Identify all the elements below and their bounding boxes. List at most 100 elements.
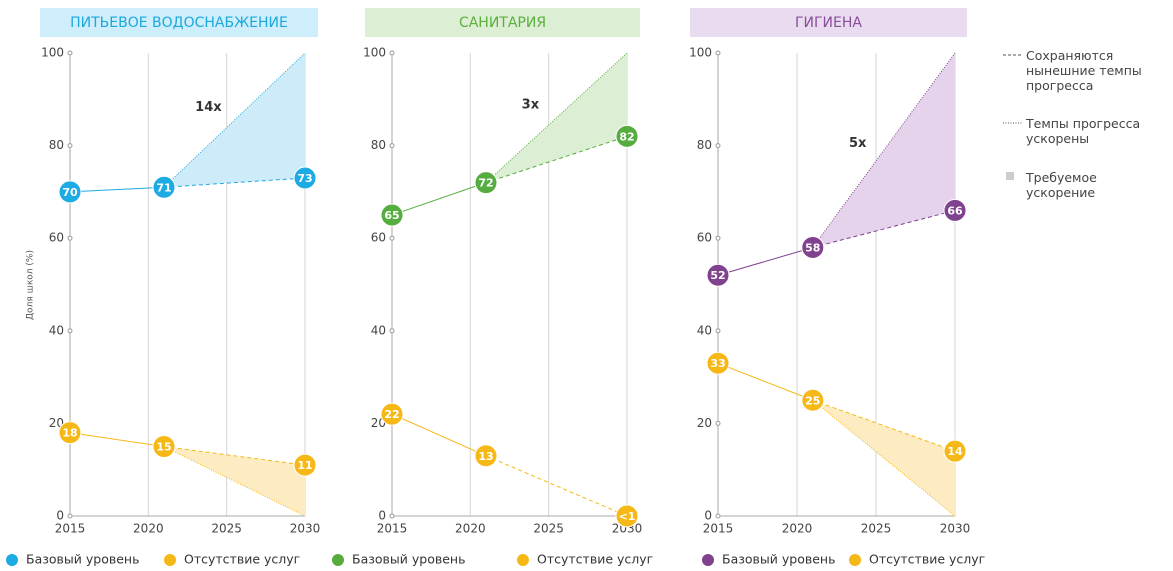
x-tick-label: 2015	[377, 522, 408, 536]
y-tick	[67, 50, 73, 56]
y-tick	[67, 513, 73, 519]
baseline-line	[717, 362, 813, 401]
legend-label: Отсутствие услуг	[184, 552, 300, 567]
y-tick-label: 0	[56, 509, 64, 523]
y-axis-label: Доля школ (%)	[26, 250, 36, 320]
point	[801, 235, 825, 259]
y-tick	[389, 50, 395, 56]
x-tick-label: 2030	[940, 522, 971, 536]
legend-required: Требуемое ускорение	[1026, 170, 1097, 200]
legend-marker	[849, 554, 861, 566]
title-bg	[365, 8, 640, 37]
value-label: 66	[947, 204, 963, 217]
x-tick-label: 2025	[533, 522, 564, 536]
legend-label: Отсутствие услуг	[869, 552, 985, 567]
value-label: 14	[947, 445, 963, 458]
baseline-line	[391, 413, 487, 457]
y-tick-label: 100	[363, 46, 386, 60]
current-pace-line	[485, 455, 628, 517]
value-label: 72	[478, 177, 493, 190]
y-tick-label: 40	[371, 323, 386, 337]
value-label: 82	[619, 130, 634, 143]
legend-marker	[517, 554, 529, 566]
point	[943, 198, 967, 222]
panel-title: САНИТАРИЯ	[459, 15, 546, 31]
y-tick-label: 20	[697, 416, 712, 430]
y-tick	[67, 328, 73, 334]
value-label: 13	[478, 450, 493, 463]
current-pace-line	[485, 135, 628, 184]
x-tick-label: 2025	[211, 522, 242, 536]
annotation: 14x	[195, 100, 222, 115]
x-tick-label: 2020	[782, 522, 813, 536]
point	[615, 124, 639, 148]
accelerated-line	[812, 52, 956, 248]
value-label: 65	[384, 209, 399, 222]
y-tick-label: 0	[704, 509, 712, 523]
y-tick-label: 60	[371, 231, 386, 245]
value-label: 22	[384, 408, 399, 421]
y-tick	[715, 513, 721, 519]
value-label: 11	[297, 459, 312, 472]
legend-marker	[6, 554, 18, 566]
x-tick-label: 2015	[703, 522, 734, 536]
accelerated-line	[485, 52, 628, 184]
legend-swatch	[1006, 172, 1014, 180]
y-tick-label: 100	[41, 46, 64, 60]
point	[615, 504, 639, 528]
required-acceleration	[164, 446, 305, 516]
baseline-line	[69, 186, 165, 193]
y-tick	[715, 143, 721, 149]
x-tick-label: 2015	[55, 522, 86, 536]
y-tick	[389, 235, 395, 241]
y-tick	[715, 328, 721, 334]
y-tick-label: 100	[689, 46, 712, 60]
x-tick-label: 2020	[455, 522, 486, 536]
legend-label: Базовый уровень	[352, 552, 465, 567]
point	[943, 439, 967, 463]
point	[801, 388, 825, 412]
value-label: <1	[619, 510, 636, 523]
current-pace-line	[163, 177, 306, 188]
y-tick	[389, 143, 395, 149]
x-tick-label: 2025	[861, 522, 892, 536]
accelerated-line	[812, 399, 956, 517]
y-tick	[67, 235, 73, 241]
current-pace-line	[163, 446, 306, 466]
legend-label: Базовый уровень	[26, 552, 139, 567]
y-tick	[389, 513, 395, 519]
legend-marker	[702, 554, 714, 566]
baseline-line	[69, 432, 165, 448]
value-label: 70	[62, 186, 78, 199]
y-tick-label: 0	[378, 509, 386, 523]
legend-current: Сохраняются нынешние темпы прогресса	[1026, 48, 1142, 93]
y-tick-label: 80	[49, 138, 64, 152]
current-pace-line	[812, 209, 956, 248]
point	[58, 421, 82, 445]
y-tick	[715, 235, 721, 241]
legend-marker	[164, 554, 176, 566]
value-label: 15	[156, 441, 171, 454]
value-label: 58	[805, 241, 820, 254]
y-tick-label: 20	[49, 416, 64, 430]
legend-accelerated: Темпы прогресса ускорены	[1026, 116, 1141, 146]
point	[706, 351, 730, 375]
required-acceleration	[164, 53, 305, 188]
point	[152, 435, 176, 459]
x-tick-label: 2030	[612, 522, 643, 536]
panel-title: ГИГИЕНА	[795, 15, 862, 31]
value-label: 73	[297, 172, 312, 185]
title-bg	[40, 8, 318, 37]
point	[380, 203, 404, 227]
legend-label: Отсутствие услуг	[537, 552, 653, 567]
annotation: 3x	[522, 97, 540, 112]
point	[152, 175, 176, 199]
y-tick-label: 40	[697, 323, 712, 337]
y-tick-label: 80	[697, 138, 712, 152]
x-tick-label: 2030	[290, 522, 321, 536]
point	[293, 166, 317, 190]
value-label: 52	[710, 269, 725, 282]
y-tick	[715, 50, 721, 56]
